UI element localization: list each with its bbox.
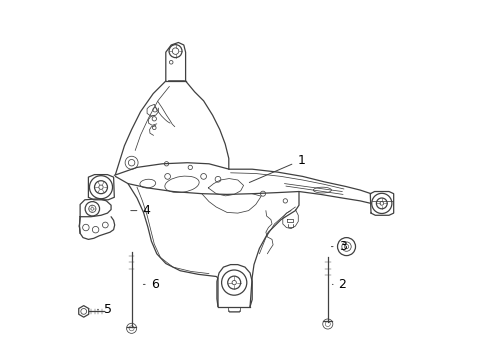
Text: 1: 1 bbox=[249, 154, 305, 183]
Text: 6: 6 bbox=[144, 278, 159, 291]
Text: 4: 4 bbox=[131, 204, 150, 217]
Text: 2: 2 bbox=[332, 278, 346, 291]
Text: 5: 5 bbox=[98, 303, 112, 316]
Text: 3: 3 bbox=[331, 240, 346, 253]
